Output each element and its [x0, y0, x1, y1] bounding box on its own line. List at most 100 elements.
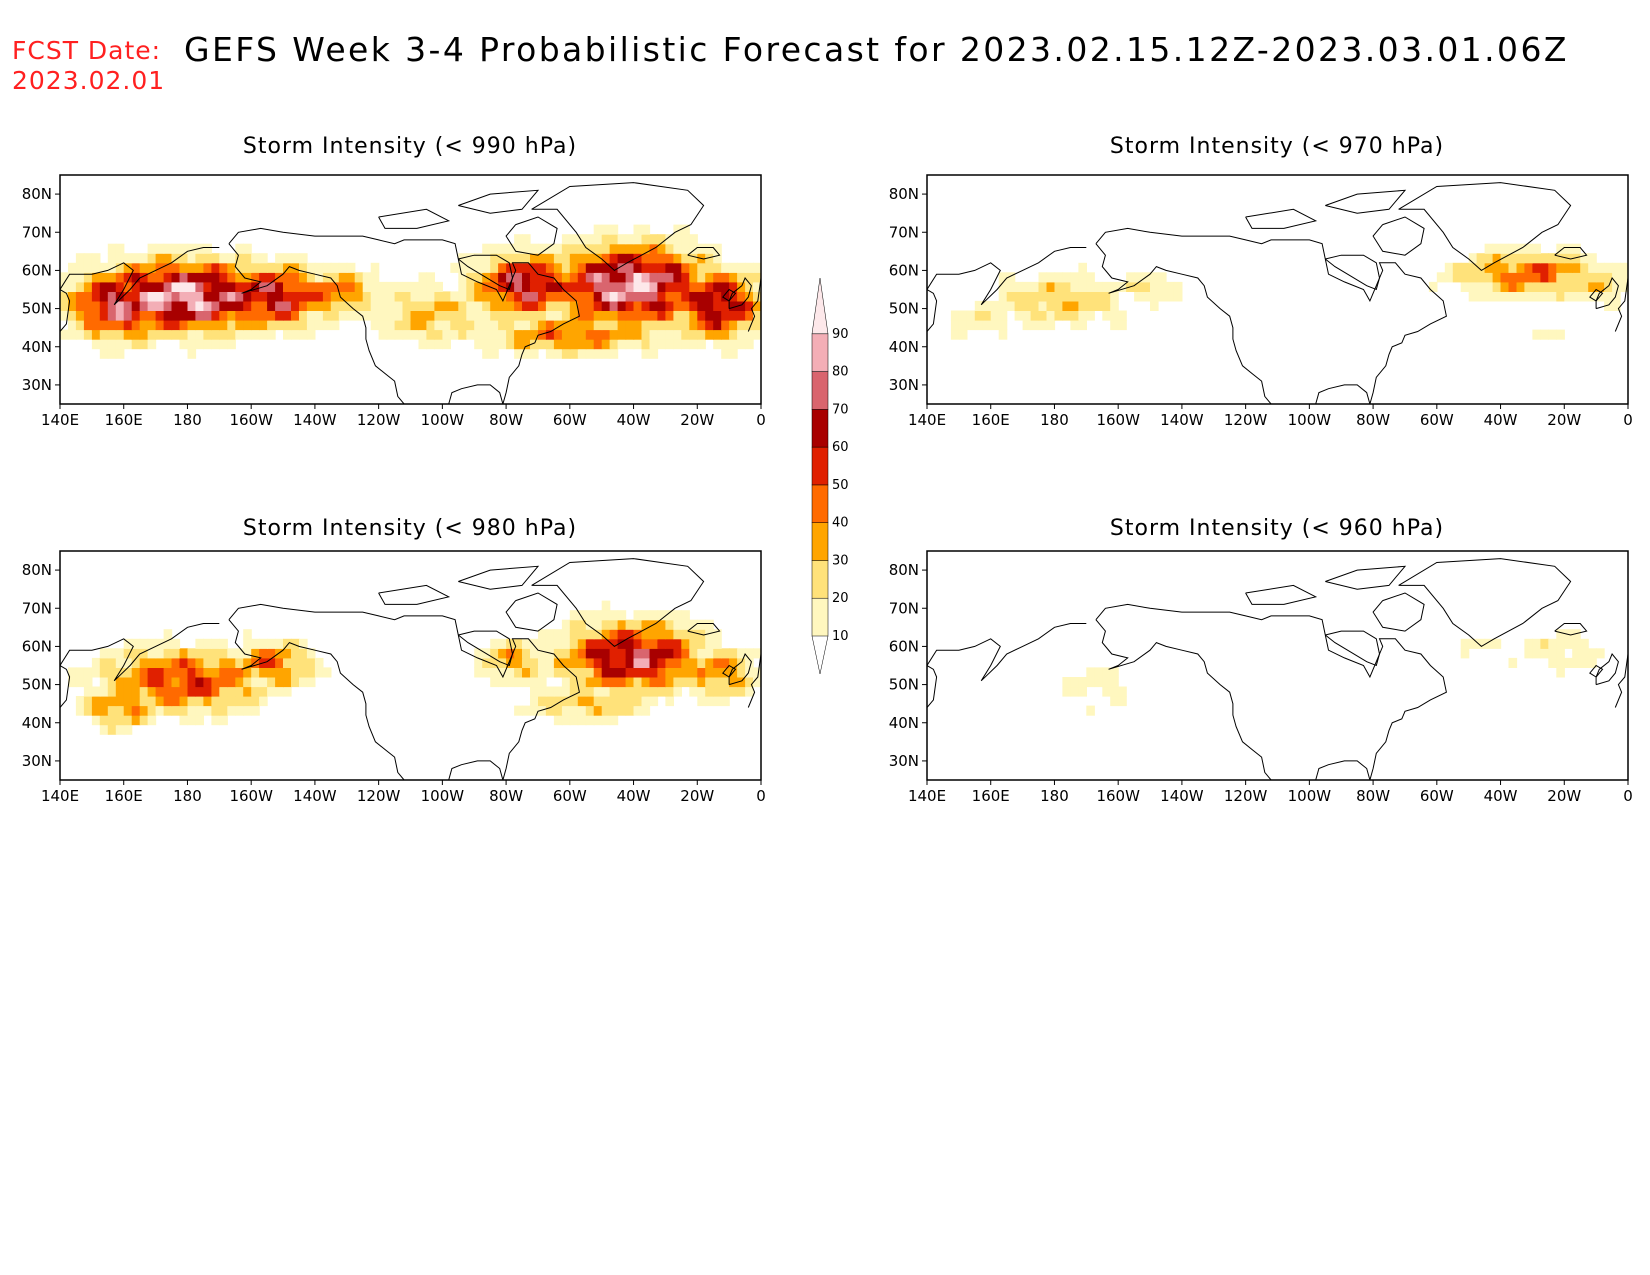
field-cell	[577, 629, 587, 640]
field-cell	[569, 677, 579, 688]
lon-tick-label: 120W	[1224, 411, 1268, 429]
field-cell	[259, 262, 268, 273]
field-cell	[243, 696, 252, 707]
coastline	[458, 189, 540, 214]
field-cell	[745, 677, 754, 688]
field-cell	[641, 234, 651, 245]
field-cell	[1524, 253, 1533, 264]
field-cell	[585, 329, 595, 340]
field-cell	[593, 300, 603, 311]
field-cell	[641, 253, 651, 264]
field-cell	[1588, 281, 1597, 292]
field-cell	[243, 320, 252, 331]
field-cell	[147, 253, 157, 264]
field-cell	[665, 657, 674, 668]
field-cell	[1166, 291, 1175, 302]
lat-tick-label: 60N	[22, 637, 52, 655]
field-cell	[1014, 310, 1024, 321]
field-cell	[1054, 281, 1064, 292]
field-cell	[673, 272, 682, 283]
field-cell	[402, 329, 412, 340]
field-cell	[283, 648, 292, 659]
field-cell	[490, 329, 499, 340]
field-cell	[1564, 281, 1573, 292]
field-cell	[657, 320, 666, 331]
field-cell	[75, 310, 85, 321]
field-cell	[538, 300, 547, 311]
field-cell	[609, 638, 619, 649]
field-cell	[394, 329, 404, 340]
field-cell	[609, 300, 619, 311]
field-cell	[378, 300, 388, 311]
field-cell	[1078, 281, 1087, 292]
field-cell	[402, 300, 412, 311]
field-cell	[577, 648, 587, 659]
field-cell	[203, 243, 212, 254]
field-cell	[115, 667, 125, 678]
field-cell	[561, 300, 571, 311]
field-cell	[251, 667, 260, 678]
coastlines	[927, 182, 1628, 404]
field-cell	[99, 724, 109, 735]
field-cell	[155, 300, 165, 311]
field-cell	[490, 348, 499, 359]
field-cell	[1468, 272, 1478, 283]
coastline	[1315, 760, 1371, 780]
field-cell	[966, 320, 976, 331]
field-cell	[259, 667, 268, 678]
field-cell	[617, 696, 627, 707]
field-cell	[633, 629, 643, 640]
field-cell	[522, 310, 531, 321]
field-cell	[147, 243, 157, 254]
field-cell	[530, 329, 539, 340]
field-cell	[522, 648, 531, 659]
field-cell	[649, 281, 659, 292]
field-cell	[641, 348, 651, 359]
field-cell	[673, 262, 682, 273]
field-cell	[721, 272, 730, 283]
panel-title: Storm Intensity (< 990 hPa)	[243, 134, 577, 159]
field-cell	[657, 339, 666, 350]
field-cell	[577, 234, 587, 245]
field-cell	[1612, 300, 1621, 311]
field-cell	[107, 310, 117, 321]
field-cell	[131, 696, 141, 707]
field-cell	[354, 310, 364, 321]
field-cell	[1532, 281, 1541, 292]
field-cell	[657, 291, 666, 302]
field-cell	[1508, 243, 1518, 254]
field-cell	[68, 291, 77, 302]
field-cell	[211, 686, 220, 697]
field-cell	[1580, 291, 1589, 302]
field-cell	[187, 686, 197, 697]
field-cell	[665, 272, 674, 283]
field-cell	[617, 234, 627, 245]
field-cell	[553, 657, 563, 668]
map-axes: 140E 160E 180 160W 140W 120W 100W 80W 60W 40W 20W 0…	[22, 185, 766, 429]
field-cell	[187, 310, 197, 321]
field-cell	[291, 310, 300, 321]
field-cell	[689, 310, 698, 321]
field-cell	[1158, 272, 1167, 283]
field-cell	[665, 300, 674, 311]
field-cell	[705, 638, 714, 649]
field-cell	[107, 339, 117, 350]
field-cell	[1620, 262, 1628, 273]
field-cell	[737, 272, 746, 283]
field-cell	[139, 638, 149, 649]
figure-title: GEFS Week 3-4 Probabilistic Forecast for…	[184, 30, 1569, 69]
field-cell	[203, 657, 212, 668]
field-cell	[91, 339, 101, 350]
field-cell	[721, 348, 730, 359]
field-cell	[227, 696, 236, 707]
field-cell	[998, 320, 1008, 331]
field-cell	[569, 329, 579, 340]
field-cell	[538, 648, 547, 659]
field-cell	[362, 300, 372, 311]
field-cell	[1596, 648, 1605, 659]
field-cell	[306, 320, 316, 331]
field-cell	[553, 310, 563, 321]
field-cell	[235, 243, 244, 254]
field-cell	[235, 310, 244, 321]
field-cell	[123, 253, 133, 264]
